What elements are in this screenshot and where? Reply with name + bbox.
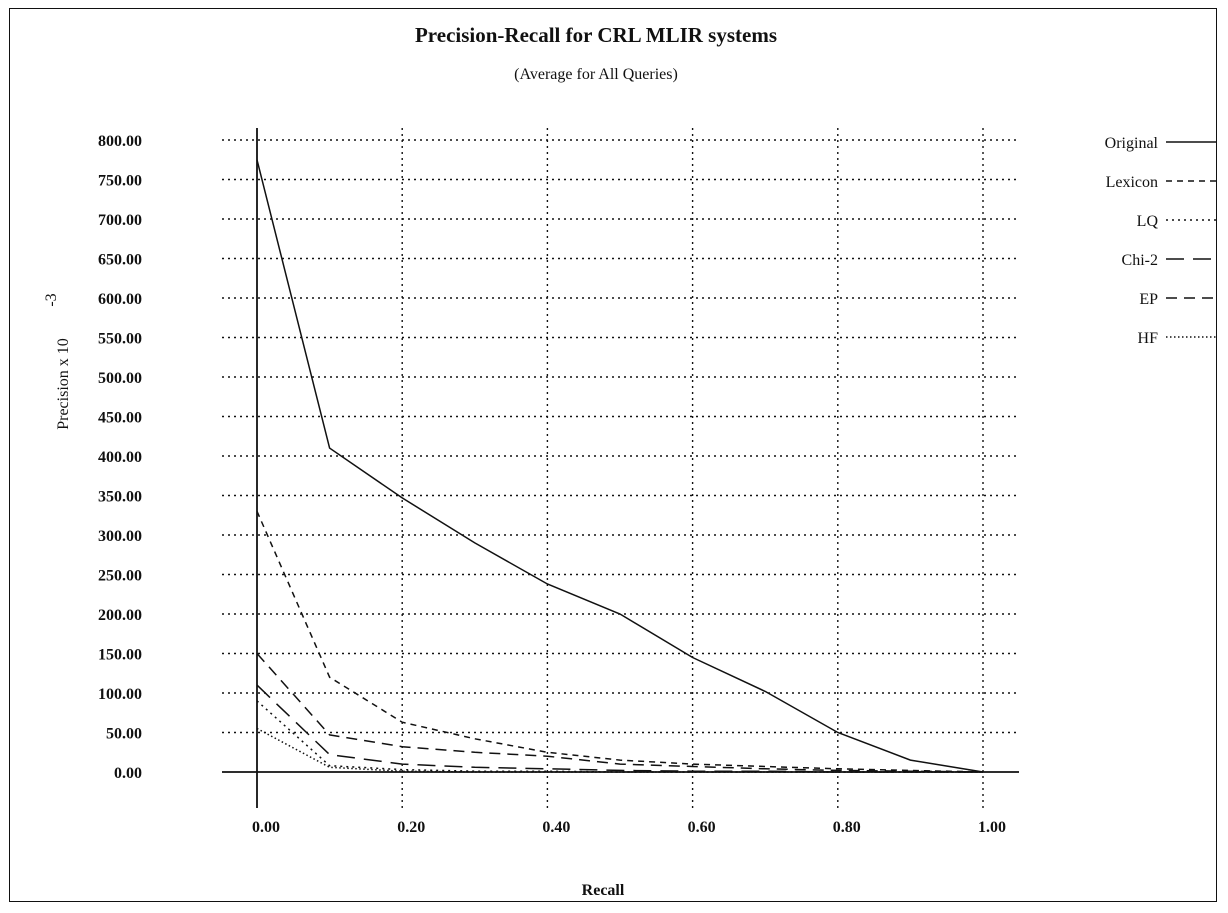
y-tick-label: 650.00: [98, 252, 142, 269]
legend-label: Original: [1105, 135, 1159, 152]
legend-label: Lexicon: [1106, 174, 1158, 191]
y-tick-label: 750.00: [98, 173, 142, 190]
y-tick-label: 600.00: [98, 291, 142, 308]
y-tick-labels: 0.00 50.00 100.00 150.00 200.00 250.00 300.00 3…: [98, 133, 142, 782]
y-tick-label: 500.00: [98, 370, 142, 387]
x-tick-label: 0.20: [397, 819, 425, 836]
y-axis-label-text: Precision x 10: [55, 338, 72, 430]
x-tick-labels: 0.00 0.20 0.40 0.60 0.80 1.00: [252, 819, 1006, 836]
legend-label: EP: [1139, 291, 1158, 308]
grid-lines: [222, 128, 1019, 808]
legend-label: HF: [1138, 330, 1159, 347]
y-tick-label: 700.00: [98, 212, 142, 229]
y-tick-label: 800.00: [98, 133, 142, 150]
y-tick-label: 250.00: [98, 568, 142, 585]
series-line-lq: [256, 700, 983, 773]
y-tick-label: 550.00: [98, 331, 142, 348]
y-axis-label: Precision x 10 -3: [43, 293, 72, 429]
y-axis-label-exponent: -3: [43, 293, 60, 306]
y-tick-label: 450.00: [98, 410, 142, 427]
x-tick-label: 0.00: [252, 819, 280, 836]
series-line-ep: [256, 653, 984, 773]
x-tick-label: 0.40: [542, 819, 570, 836]
y-tick-label: 150.00: [98, 647, 142, 664]
y-tick-label: 400.00: [98, 449, 142, 466]
y-tick-label: 300.00: [98, 528, 142, 545]
y-tick-label: 200.00: [98, 607, 142, 624]
y-tick-label: 50.00: [106, 726, 142, 743]
chart-frame: [9, 8, 1217, 902]
legend: Original Lexicon LQ Chi-2 EP HF: [1105, 135, 1216, 347]
series-line-original: [256, 159, 984, 773]
series-line-lexicon: [256, 510, 984, 773]
y-tick-label: 100.00: [98, 686, 142, 703]
x-axis-label: Recall: [582, 882, 625, 899]
legend-label: Chi-2: [1122, 252, 1158, 269]
y-tick-label: 350.00: [98, 489, 142, 506]
chart-title: Precision-Recall for CRL MLIR systems: [415, 23, 777, 47]
series-line-chi-2: [256, 684, 983, 773]
data-series: [256, 159, 984, 773]
series-line-hf: [256, 727, 983, 773]
x-tick-label: 0.80: [833, 819, 861, 836]
chart-subtitle: (Average for All Queries): [514, 66, 678, 83]
y-tick-label: 0.00: [114, 765, 142, 782]
legend-label: LQ: [1137, 213, 1159, 230]
axes: [222, 128, 1019, 808]
x-tick-label: 1.00: [978, 819, 1006, 836]
x-tick-label: 0.60: [688, 819, 716, 836]
